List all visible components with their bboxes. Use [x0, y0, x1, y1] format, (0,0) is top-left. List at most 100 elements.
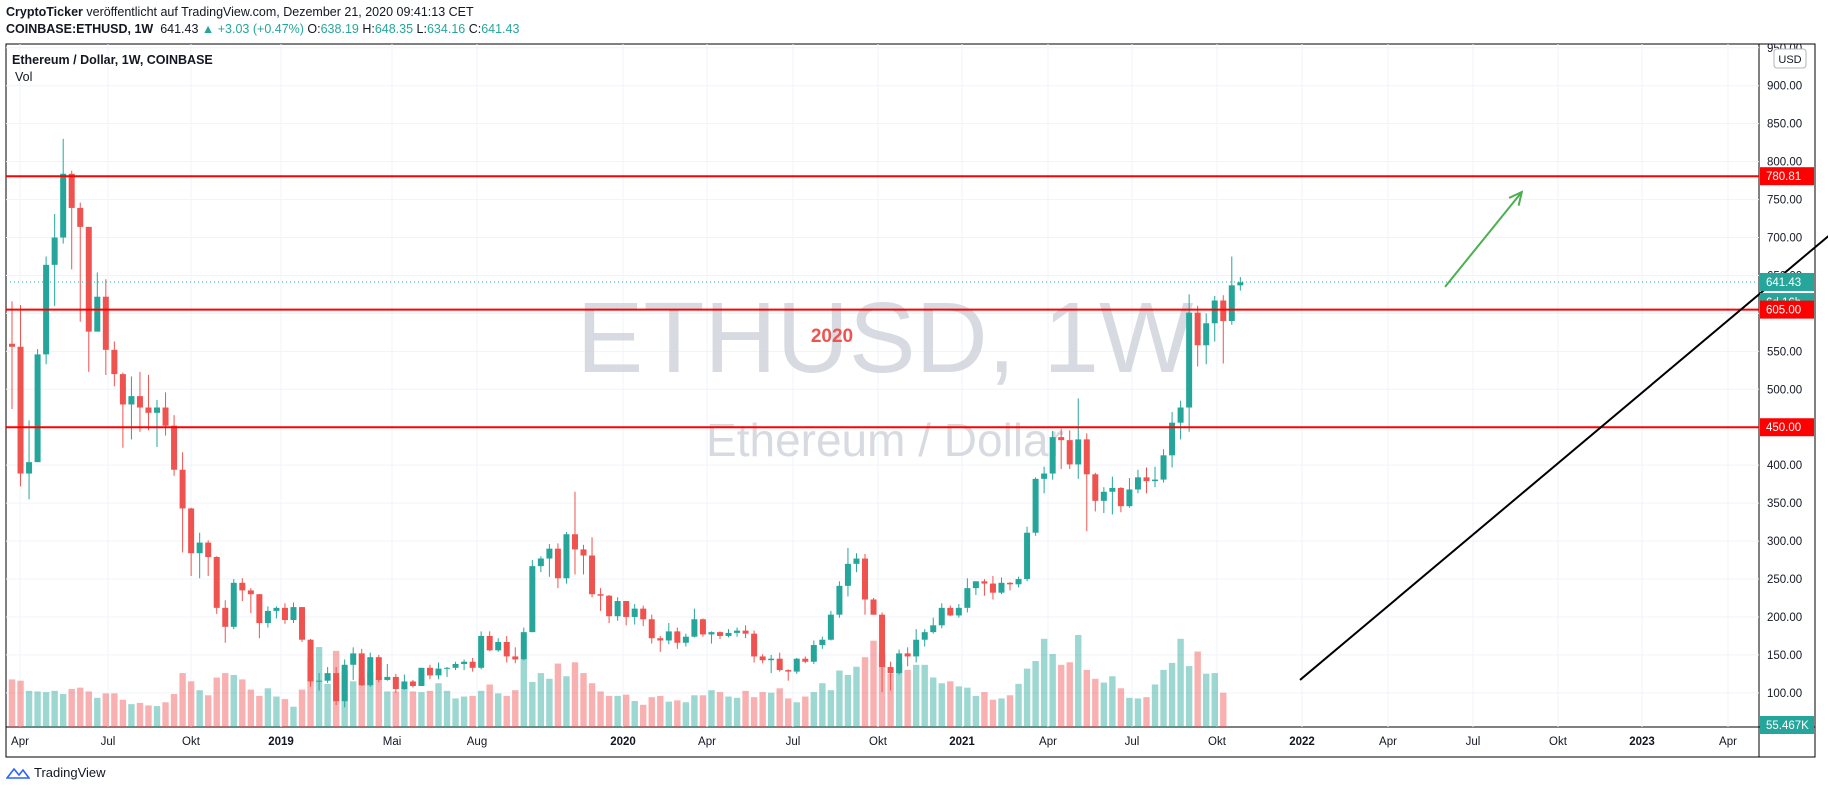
candle-body — [256, 594, 263, 624]
volume-bar — [785, 698, 792, 727]
x-tick-label: 2023 — [1629, 736, 1655, 748]
time-axis[interactable]: Apr Jul Okt 2019 Mai Aug 2020 Apr Jul Okt 2021 Apr J… — [11, 736, 1737, 748]
volume-bar — [384, 691, 391, 727]
volume-bar — [802, 696, 809, 727]
candle-body — [938, 607, 945, 626]
x-tick-label: Apr — [1379, 736, 1397, 748]
candle-body — [1169, 422, 1176, 456]
x-tick-label: Jul — [1466, 736, 1481, 748]
volume-bar — [247, 689, 255, 727]
candle-body — [597, 594, 604, 596]
volume-bar — [392, 691, 400, 727]
watermark-name: Ethereum / Dollar — [706, 414, 1064, 466]
price-change: ▲ +3.03 (+0.47%) — [201, 22, 304, 36]
candle-body — [1186, 312, 1193, 408]
price-axis[interactable]: 100.00 150.00 200.00 250.00 300.00 350.00 400.… — [1767, 43, 1802, 700]
volume-bar — [793, 702, 800, 727]
volume-bar — [469, 695, 476, 727]
candle-body — [989, 583, 996, 593]
ohlc-line: COINBASE:ETHUSD, 1W 641.43 ▲ +3.03 (+0.4… — [6, 21, 519, 38]
candle-body — [1100, 491, 1107, 501]
y-tick-label: 300.00 — [1767, 536, 1802, 548]
candle-body — [247, 590, 254, 595]
candle-body — [606, 595, 613, 617]
candle-body — [478, 635, 485, 668]
candle-body — [1015, 579, 1022, 585]
volume-bar — [111, 693, 118, 727]
volume-bar — [495, 693, 502, 727]
volume-bar — [827, 690, 835, 727]
x-tick-label: 2021 — [949, 736, 975, 748]
currency-box[interactable] — [1773, 48, 1807, 69]
volume-bar — [972, 695, 980, 727]
volume-bar — [187, 681, 195, 727]
volume-bar — [588, 683, 596, 727]
footer-brand[interactable]: TradingView — [34, 765, 106, 780]
candle-body — [998, 582, 1005, 593]
volume-bar — [1100, 682, 1108, 727]
volume-bar — [580, 673, 587, 727]
candle-body — [1083, 439, 1090, 475]
volume-bar — [358, 678, 365, 727]
publisher-name[interactable]: CryptoTicker — [6, 5, 83, 19]
candle-body — [844, 563, 851, 586]
candle-body — [1075, 439, 1082, 465]
volume-bar — [452, 698, 459, 727]
volume-bar — [17, 680, 24, 727]
legend-title[interactable]: Ethereum / Dollar, 1W, COINBASE — [12, 53, 213, 67]
legend-vol[interactable]: Vol — [15, 70, 32, 84]
y-tick-label: 350.00 — [1767, 498, 1802, 510]
price-tag — [1760, 167, 1814, 186]
candle-body — [682, 636, 689, 643]
volume-bar — [460, 696, 468, 727]
volume-bar — [665, 701, 673, 727]
volume-bar — [503, 695, 510, 727]
candle-body — [426, 667, 433, 676]
candle-body — [34, 354, 41, 463]
volume-bar — [290, 706, 297, 727]
volume-bar — [810, 692, 818, 727]
candle-body — [537, 558, 544, 567]
volume-bar — [34, 691, 41, 727]
volume-bar — [1126, 697, 1133, 727]
volume-bar — [648, 697, 655, 727]
tradingview-logo-icon — [6, 767, 30, 779]
volume-bar — [222, 673, 229, 727]
x-tick-label: Okt — [1549, 736, 1568, 748]
volume-bar — [128, 704, 135, 727]
x-tick-label: Aug — [467, 736, 487, 748]
y-tick-label: 900.00 — [1767, 81, 1802, 93]
candle-body — [751, 633, 758, 657]
candle-body — [444, 667, 451, 669]
volume-bar — [1083, 669, 1090, 727]
candle-body — [665, 631, 672, 641]
candle-body — [955, 607, 962, 616]
volume-bar — [256, 695, 263, 727]
candle-body — [350, 653, 357, 665]
volume-bar — [307, 658, 314, 727]
close-value: 641.43 — [481, 22, 520, 36]
annotation-2020[interactable]: 2020 — [811, 326, 853, 347]
y-tick-label: 250.00 — [1767, 574, 1802, 586]
volume-bar — [162, 702, 169, 727]
candle-body — [1041, 473, 1048, 479]
volume-bar — [1049, 654, 1056, 727]
volume-bar — [554, 663, 562, 727]
volume-bar — [51, 690, 58, 727]
volume-bar — [25, 690, 33, 727]
volume-bar — [68, 688, 75, 727]
candle-body — [392, 676, 399, 690]
volume-bar — [409, 691, 417, 727]
watermark-symbol: ETHUSD, 1W — [577, 282, 1194, 394]
candle-body — [631, 608, 638, 617]
volume-bar — [1117, 688, 1125, 727]
candle-body — [358, 653, 365, 686]
candle-body — [810, 645, 817, 662]
price-tag-label: 605.00 — [1766, 305, 1801, 317]
candle-body — [768, 658, 775, 661]
candle-body — [273, 607, 280, 611]
candle-body — [546, 548, 553, 559]
candle-body — [657, 638, 664, 641]
volume-bar — [622, 694, 630, 727]
